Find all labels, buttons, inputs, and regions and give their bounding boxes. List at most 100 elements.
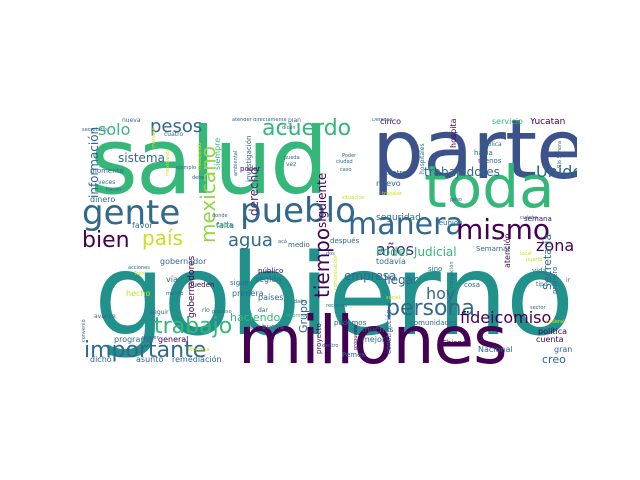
word-momento: momento xyxy=(90,167,124,175)
word-acuerdo: acuerdo xyxy=(262,118,352,141)
word-cuanto: cuánto xyxy=(520,215,538,221)
word-gobernador: gobernador xyxy=(160,257,207,266)
word-sino: sino xyxy=(428,265,443,273)
word-agua: agua xyxy=(228,230,273,251)
word-defensa: Defensa xyxy=(372,118,393,123)
word-siempre: siempre xyxy=(213,137,222,170)
word-poder-small: Poder xyxy=(342,153,357,159)
word-hecho: hecho xyxy=(126,289,151,298)
word-seguridad: seguridad xyxy=(376,213,421,223)
word-podemos: podemos xyxy=(334,319,367,327)
word-informacion: información xyxy=(87,126,101,198)
word-pueda: pueda xyxy=(284,155,300,161)
word-parte: parte xyxy=(372,118,577,198)
word-propuesta: propuesta xyxy=(353,324,359,350)
word-asunto: asunto xyxy=(136,355,164,364)
word-programa: programa xyxy=(114,335,154,344)
word-dentro: dentro xyxy=(322,343,339,349)
word-social: social xyxy=(386,295,401,301)
word-toda: toda xyxy=(424,153,555,221)
word-mexicanos: mexicanos xyxy=(165,149,171,176)
word-creo: creo xyxy=(542,353,566,365)
word-dano: daño xyxy=(294,299,307,305)
word-dicho: dicho xyxy=(90,355,112,364)
word-plan: plan xyxy=(288,118,301,124)
word-vida: vida xyxy=(532,267,547,275)
word-despues: después xyxy=(330,237,360,245)
word-menos: menos xyxy=(478,157,502,165)
word-pueblo: pueblo xyxy=(240,191,356,231)
word-nacional: Nacional xyxy=(478,345,513,354)
word-persona: persona xyxy=(386,296,475,321)
word-mejor: mejor xyxy=(362,335,386,344)
word-mismo: mismo xyxy=(456,213,551,246)
word-construccion: construcción xyxy=(385,309,393,354)
word-publica: pública xyxy=(480,141,502,148)
word-cloud: gobierno salud parte millones toda puebl… xyxy=(80,118,577,365)
word-favor: favor xyxy=(132,221,153,230)
word-siguiente: siguiente xyxy=(315,172,329,228)
word-puerto: puerto xyxy=(526,257,543,263)
word-primero: primero xyxy=(551,266,559,294)
word-recursos: recursos xyxy=(326,303,348,309)
word-reunion: reunión xyxy=(436,219,463,227)
word-federal: Federal xyxy=(546,319,565,325)
word-hospitales: hospitales xyxy=(419,143,426,174)
word-rio: río xyxy=(202,307,210,314)
word-ciudad: ciudad xyxy=(336,159,353,165)
word-aca: acá xyxy=(278,239,287,245)
word-salud: salud xyxy=(90,118,329,215)
word-semana: semana xyxy=(524,215,552,223)
word-atender-directamente: atender directamente xyxy=(232,118,287,123)
word-rio-sonora: Río Sonora xyxy=(557,140,563,168)
word-dinero: dinero xyxy=(90,195,116,204)
word-secretario: secretario xyxy=(82,127,107,133)
word-cinco: cinco xyxy=(380,118,401,126)
word-nuevo: nuevo xyxy=(376,179,401,188)
word-nueva: nueva xyxy=(122,118,141,124)
word-gobierno: gobierno xyxy=(94,231,574,361)
word-convenio: convenio xyxy=(81,319,87,342)
word-bien: bien xyxy=(82,228,130,253)
word-sector: sector xyxy=(530,305,546,311)
word-medio: medio xyxy=(288,241,310,249)
word-anos: años xyxy=(376,240,415,259)
word-dar: dar xyxy=(258,307,268,314)
word-importante: importante xyxy=(84,338,207,363)
word-paises: países xyxy=(258,293,284,302)
word-investigacion: investigación xyxy=(245,135,253,182)
word-hoy: hoy xyxy=(426,284,456,303)
word-zona: zona xyxy=(536,236,575,255)
word-ejemplo: ejemplo xyxy=(176,165,197,171)
word-region: región xyxy=(256,275,282,284)
word-comunicacion: comunicación xyxy=(333,255,339,290)
word-millones: millones xyxy=(238,302,508,366)
word-cosa: cosa xyxy=(464,281,481,289)
word-trabajar: trabajar xyxy=(382,191,402,197)
word-pais: país xyxy=(142,226,183,250)
word-gente: gente xyxy=(82,193,181,233)
word-trabajo: trabajo xyxy=(154,314,233,339)
word-tipo: tipo xyxy=(536,281,548,288)
word-fideicomiso: fideicomiso xyxy=(460,308,552,327)
word-debe: debe xyxy=(192,175,205,181)
word-ambiental: ambiental xyxy=(233,150,239,176)
word-cuatro: cuatro xyxy=(164,131,184,138)
word-trabajando: trabajando xyxy=(197,142,203,170)
word-manana: mañana xyxy=(151,127,157,148)
word-pueden: pueden xyxy=(188,281,215,289)
word-mundo: mundo xyxy=(166,291,184,297)
word-poder: poder xyxy=(240,165,261,173)
word-remediacion: remediación xyxy=(172,355,222,364)
word-trabajadores: trabajadores xyxy=(424,165,500,179)
word-acciones: acciones xyxy=(128,265,150,271)
word-manera: manera xyxy=(348,207,464,242)
word-primera: primera xyxy=(232,289,264,298)
word-solo: solo xyxy=(98,120,131,139)
word-caso: caso xyxy=(340,167,352,173)
word-promesa: Promesa xyxy=(188,347,210,353)
word-servicio: servicio xyxy=(492,118,523,126)
word-sistema: sistema xyxy=(118,151,165,165)
word-avance: avance xyxy=(94,313,116,320)
